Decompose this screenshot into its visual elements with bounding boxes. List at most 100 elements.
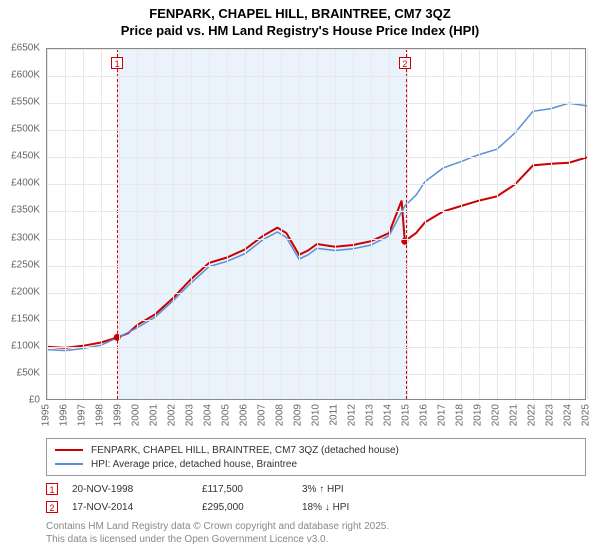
y-tick-label: £450K xyxy=(11,151,40,162)
x-tick-label: 2018 xyxy=(455,404,466,426)
grid-h xyxy=(47,157,585,158)
grid-h xyxy=(47,49,585,50)
legend-swatch xyxy=(55,463,83,465)
grid-v xyxy=(191,49,192,399)
title-line-2: Price paid vs. HM Land Registry's House … xyxy=(0,23,600,40)
footer: Contains HM Land Registry data © Crown c… xyxy=(46,520,389,546)
grid-v xyxy=(461,49,462,399)
grid-h xyxy=(47,103,585,104)
sales-row-marker: 1 xyxy=(46,483,58,495)
x-tick-label: 2022 xyxy=(527,404,538,426)
grid-h xyxy=(47,293,585,294)
grid-h xyxy=(47,347,585,348)
x-tick-label: 2005 xyxy=(221,404,232,426)
grid-v xyxy=(587,49,588,399)
grid-v xyxy=(281,49,282,399)
grid-v xyxy=(47,49,48,399)
grid-v xyxy=(299,49,300,399)
grid-h xyxy=(47,374,585,375)
grid-v xyxy=(335,49,336,399)
y-tick-label: £150K xyxy=(11,313,40,324)
x-tick-label: 1998 xyxy=(95,404,106,426)
sales-row: 2 17-NOV-2014£295,00018% ↓ HPI xyxy=(46,498,586,516)
grid-v xyxy=(137,49,138,399)
x-tick-label: 2000 xyxy=(131,404,142,426)
sales-row-diff: 18% ↓ HPI xyxy=(302,502,422,513)
grid-v xyxy=(227,49,228,399)
x-tick-label: 1999 xyxy=(113,404,124,426)
x-tick-label: 2015 xyxy=(401,404,412,426)
grid-v xyxy=(515,49,516,399)
grid-v xyxy=(119,49,120,399)
legend-row: FENPARK, CHAPEL HILL, BRAINTREE, CM7 3QZ… xyxy=(55,443,577,457)
grid-h xyxy=(47,211,585,212)
sales-row-date: 17-NOV-2014 xyxy=(72,502,202,513)
x-tick-label: 2009 xyxy=(293,404,304,426)
grid-v xyxy=(65,49,66,399)
y-tick-label: £600K xyxy=(11,70,40,81)
x-tick-label: 2021 xyxy=(509,404,520,426)
grid-v xyxy=(245,49,246,399)
grid-v xyxy=(497,49,498,399)
x-tick-label: 2010 xyxy=(311,404,322,426)
y-tick-label: £650K xyxy=(11,43,40,54)
legend-label: FENPARK, CHAPEL HILL, BRAINTREE, CM7 3QZ… xyxy=(91,445,399,456)
x-tick-label: 2001 xyxy=(149,404,160,426)
x-tick-label: 2004 xyxy=(203,404,214,426)
y-tick-label: £350K xyxy=(11,205,40,216)
grid-v xyxy=(443,49,444,399)
x-tick-label: 2025 xyxy=(581,404,592,426)
y-tick-label: £200K xyxy=(11,286,40,297)
sales-table: 120-NOV-1998£117,5003% ↑ HPI217-NOV-2014… xyxy=(46,480,586,516)
title-line-1: FENPARK, CHAPEL HILL, BRAINTREE, CM7 3QZ xyxy=(0,6,600,23)
y-tick-label: £400K xyxy=(11,178,40,189)
grid-v xyxy=(551,49,552,399)
y-tick-label: £550K xyxy=(11,97,40,108)
x-tick-label: 2003 xyxy=(185,404,196,426)
plot: 12 xyxy=(46,48,586,400)
legend: FENPARK, CHAPEL HILL, BRAINTREE, CM7 3QZ… xyxy=(46,438,586,476)
x-tick-label: 2023 xyxy=(545,404,556,426)
grid-v xyxy=(533,49,534,399)
x-tick-label: 2016 xyxy=(419,404,430,426)
sales-row-price: £295,000 xyxy=(202,502,302,513)
y-tick-label: £50K xyxy=(17,367,40,378)
sales-row-date: 20-NOV-1998 xyxy=(72,484,202,495)
grid-v xyxy=(209,49,210,399)
x-tick-label: 1997 xyxy=(77,404,88,426)
x-tick-label: 2020 xyxy=(491,404,502,426)
sales-row-marker: 2 xyxy=(46,501,58,513)
x-tick-label: 2008 xyxy=(275,404,286,426)
x-tick-label: 2006 xyxy=(239,404,250,426)
x-tick-label: 2013 xyxy=(365,404,376,426)
x-tick-label: 2002 xyxy=(167,404,178,426)
grid-h xyxy=(47,239,585,240)
legend-swatch xyxy=(55,449,83,451)
y-tick-label: £250K xyxy=(11,259,40,270)
x-axis: 1995199619971998199920002001200220032004… xyxy=(46,400,586,440)
y-axis: £0£50K£100K£150K£200K£250K£300K£350K£400… xyxy=(0,48,44,400)
grid-h xyxy=(47,76,585,77)
x-tick-label: 2019 xyxy=(473,404,484,426)
sales-row-diff: 3% ↑ HPI xyxy=(302,484,422,495)
title-block: FENPARK, CHAPEL HILL, BRAINTREE, CM7 3QZ… xyxy=(0,0,600,40)
grid-h xyxy=(47,184,585,185)
x-tick-label: 2024 xyxy=(563,404,574,426)
grid-v xyxy=(83,49,84,399)
grid-v xyxy=(173,49,174,399)
x-tick-label: 1995 xyxy=(41,404,52,426)
x-tick-label: 2017 xyxy=(437,404,448,426)
x-tick-label: 2012 xyxy=(347,404,358,426)
y-tick-label: £300K xyxy=(11,232,40,243)
x-tick-label: 2011 xyxy=(329,404,340,426)
legend-label: HPI: Average price, detached house, Brai… xyxy=(91,459,297,470)
grid-v xyxy=(371,49,372,399)
grid-v xyxy=(389,49,390,399)
chart-container: FENPARK, CHAPEL HILL, BRAINTREE, CM7 3QZ… xyxy=(0,0,600,560)
y-tick-label: £500K xyxy=(11,124,40,135)
footer-line-1: Contains HM Land Registry data © Crown c… xyxy=(46,520,389,533)
footer-line-2: This data is licensed under the Open Gov… xyxy=(46,533,389,546)
y-tick-label: £100K xyxy=(11,340,40,351)
x-tick-label: 2014 xyxy=(383,404,394,426)
grid-h xyxy=(47,320,585,321)
